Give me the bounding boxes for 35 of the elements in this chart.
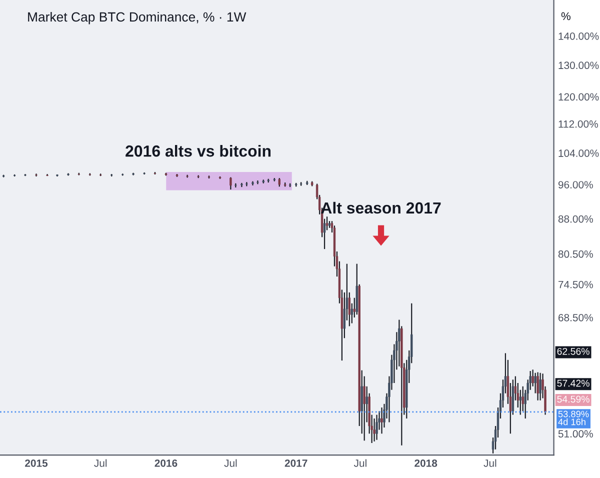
- annotation: 2016 alts vs bitcoin: [126, 145, 271, 157]
- candlestick: [536, 372, 539, 401]
- x-tick-label: 2017: [284, 460, 308, 467]
- y-tick-label: 80.50%: [558, 250, 593, 258]
- candlestick: [373, 418, 376, 442]
- ref-line-label: 53.89% 4d 16h: [558, 410, 589, 426]
- x-tick-label: Jul: [484, 459, 496, 467]
- x-tick-label: 2015: [25, 460, 48, 467]
- candlestick: [539, 372, 542, 401]
- y-tick-label: 68.50%: [558, 314, 593, 322]
- text: Market Cap BTC Dominance, % · 1W: [28, 12, 246, 24]
- y-tick-label: 96.00%: [558, 181, 593, 188]
- x-tick-label: Jul: [354, 459, 366, 467]
- y-tick-label: 104.00%: [558, 150, 599, 157]
- y-tick-label: 112.00%: [558, 120, 598, 128]
- y-tick-label: 74.50%: [558, 280, 593, 288]
- x-tick-label: 2016: [154, 460, 178, 467]
- y-tick-label: 120.00%: [558, 93, 599, 101]
- text: 57.42%: [557, 380, 590, 387]
- annotation: Alt season 2017: [321, 202, 441, 214]
- y-axis-title: %: [561, 12, 570, 20]
- x-tick-label: Jul: [224, 459, 237, 467]
- candlestick: [230, 176, 232, 190]
- y-tick-label: 51.00%: [558, 430, 593, 438]
- x-tick-label: Jul: [94, 459, 107, 467]
- text: 54.59%: [557, 396, 590, 403]
- y-tick-label: 130.00%: [558, 62, 599, 70]
- candlestick: [380, 406, 383, 434]
- candlestick: [376, 414, 378, 440]
- candlestick: [35, 173, 38, 177]
- candlestick: [256, 180, 259, 185]
- x-tick-label: 2018: [414, 460, 438, 467]
- y-tick-label: 140.00%: [558, 32, 599, 40]
- text: 62.56%: [557, 348, 590, 355]
- y-tick-label: 88.00%: [558, 215, 593, 223]
